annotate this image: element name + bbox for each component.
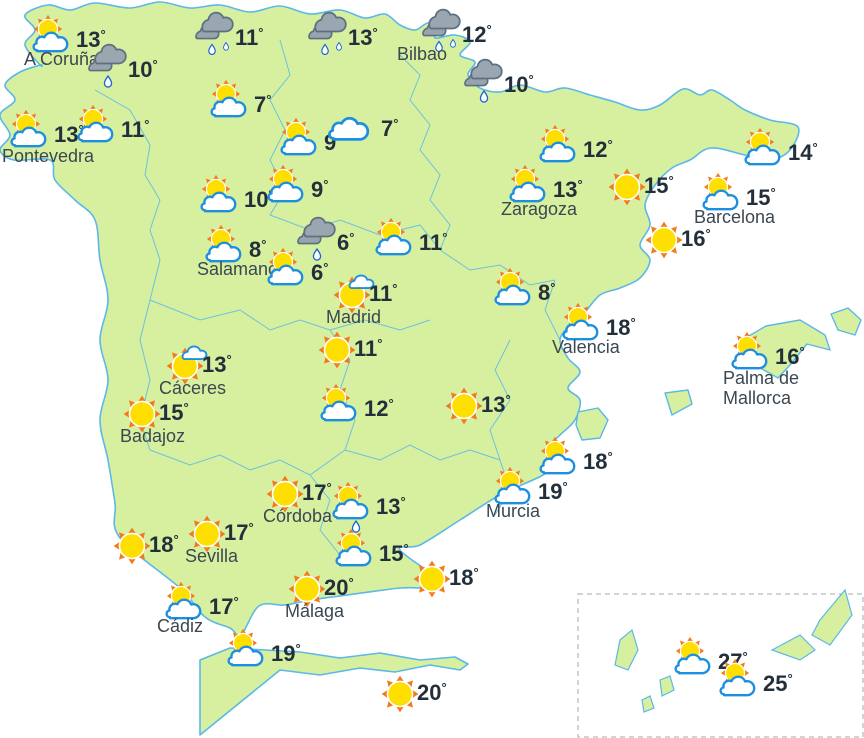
- svg-text:Málaga: Málaga: [285, 601, 345, 621]
- svg-text:Sevilla: Sevilla: [185, 546, 239, 566]
- svg-text:Barcelona: Barcelona: [694, 207, 776, 227]
- svg-text:Palma de: Palma de: [723, 368, 799, 388]
- svg-text:Murcia: Murcia: [486, 501, 541, 521]
- svg-text:20°: 20°: [324, 575, 354, 600]
- svg-text:14°: 14°: [788, 140, 818, 165]
- svg-text:Zaragoza: Zaragoza: [501, 199, 578, 219]
- svg-text:Mallorca: Mallorca: [723, 388, 792, 408]
- svg-text:Bilbao: Bilbao: [397, 44, 447, 64]
- svg-text:16°: 16°: [681, 226, 711, 251]
- svg-text:19°: 19°: [538, 479, 568, 504]
- svg-text:15°: 15°: [644, 173, 674, 198]
- svg-text:Badajoz: Badajoz: [120, 426, 185, 446]
- svg-text:Madrid: Madrid: [326, 307, 381, 327]
- svg-text:18°: 18°: [449, 565, 479, 590]
- svg-text:Córdoba: Córdoba: [263, 506, 333, 526]
- svg-text:20°: 20°: [417, 680, 447, 705]
- svg-text:16°: 16°: [775, 344, 805, 369]
- svg-text:Cádiz: Cádiz: [157, 616, 203, 636]
- svg-text:Cáceres: Cáceres: [159, 378, 226, 398]
- svg-text:18°: 18°: [583, 449, 613, 474]
- svg-text:Pontevedra: Pontevedra: [2, 146, 95, 166]
- svg-text:Valencia: Valencia: [552, 337, 621, 357]
- svg-text:12°: 12°: [462, 22, 492, 47]
- svg-text:25°: 25°: [763, 671, 793, 696]
